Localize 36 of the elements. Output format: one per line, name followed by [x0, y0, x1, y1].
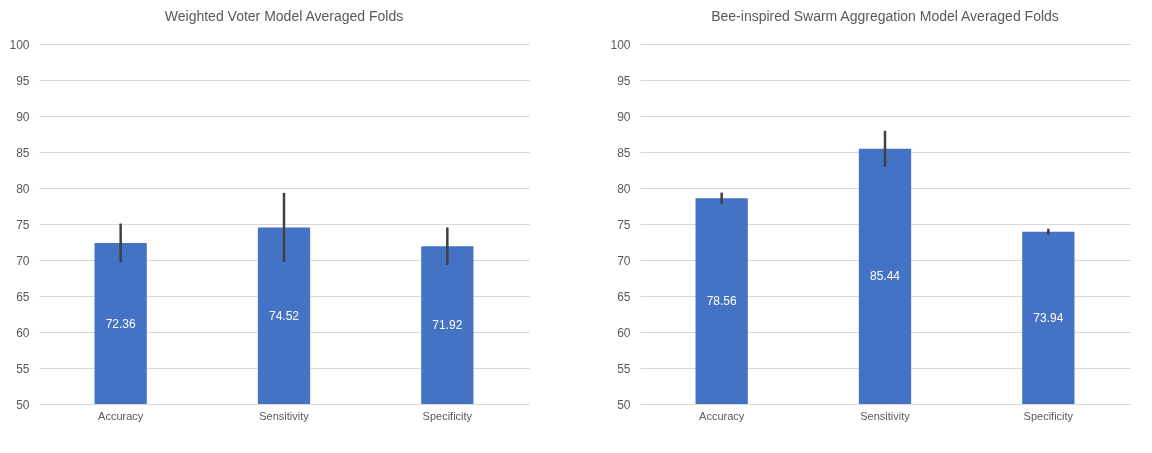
y-tick-label: 75	[16, 217, 30, 232]
x-tick-label: Accuracy	[699, 409, 745, 422]
y-tick-label: 100	[9, 37, 30, 52]
x-tick-label: Sensitivity	[259, 409, 310, 422]
y-tick-label: 95	[16, 73, 30, 88]
y-tick-label: 80	[16, 181, 30, 196]
x-tick-label: Specificity	[422, 409, 473, 422]
y-tick-label: 65	[16, 289, 30, 304]
y-tick-label: 95	[617, 73, 631, 88]
x-tick-label: Accuracy	[98, 409, 144, 422]
y-tick-label: 75	[617, 217, 631, 232]
y-tick-label: 85	[617, 145, 631, 160]
x-tick-label: Sensitivity	[860, 409, 911, 422]
chart-title: Bee-inspired Swarm Aggregation Model Averaged Folds	[711, 8, 1059, 24]
data-label: 72.36	[105, 316, 137, 331]
y-tick-label: 70	[16, 253, 30, 268]
y-tick-label: 85	[16, 145, 30, 160]
data-label: 74.52	[268, 308, 300, 323]
y-tick-label: 60	[16, 325, 30, 340]
y-tick-label: 55	[617, 361, 631, 376]
y-tick-label: 90	[617, 109, 631, 124]
y-tick-label: 60	[617, 325, 631, 340]
y-tick-label: 65	[617, 289, 631, 304]
y-tick-label: 100	[610, 37, 631, 52]
chart-title: Weighted Voter Model Averaged Folds	[164, 8, 404, 24]
y-tick-label: 50	[16, 397, 30, 412]
y-tick-label: 80	[617, 181, 631, 196]
y-tick-label: 50	[617, 397, 631, 412]
y-tick-label: 90	[16, 109, 30, 124]
y-tick-label: 70	[617, 253, 631, 268]
data-label: 71.92	[432, 318, 463, 333]
data-label: 85.44	[869, 269, 901, 284]
data-label: 78.56	[706, 294, 738, 309]
data-label: 73.94	[1033, 310, 1064, 325]
y-tick-label: 55	[16, 361, 30, 376]
x-tick-label: Specificity	[1023, 409, 1074, 422]
